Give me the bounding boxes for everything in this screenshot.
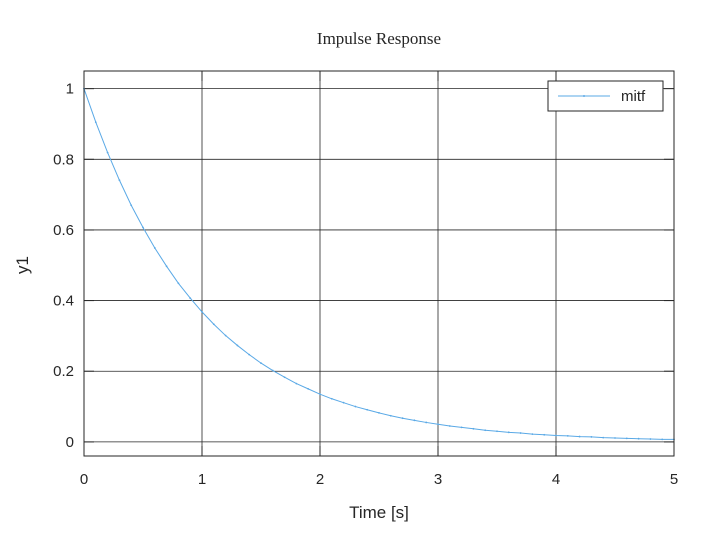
data-point <box>472 427 475 430</box>
data-point <box>437 423 439 426</box>
x-axis-label: Time [s] <box>349 503 409 522</box>
y-axis-label: y1 <box>13 256 32 274</box>
x-tick-label: 1 <box>198 471 206 488</box>
data-point <box>271 369 274 372</box>
legend-series-label: mitf <box>621 88 646 105</box>
data-point <box>283 376 286 379</box>
data-point <box>602 436 605 439</box>
data-point <box>378 412 380 414</box>
data-point <box>566 434 569 437</box>
data-point <box>543 433 546 436</box>
data-point <box>94 121 97 124</box>
data-point <box>319 393 321 396</box>
y-tick-label: 0.2 <box>53 363 74 380</box>
data-point <box>165 265 168 268</box>
data-point <box>106 151 109 154</box>
x-tick-label: 2 <box>316 471 324 488</box>
x-tick-label: 0 <box>80 471 88 488</box>
x-tick-labels: 0 1 2 3 4 5 <box>80 471 678 488</box>
data-point <box>425 421 428 424</box>
data-point <box>118 179 121 182</box>
data-point <box>130 204 133 207</box>
data-point <box>555 434 557 437</box>
plot-area <box>84 71 674 456</box>
y-tick-label: 0.4 <box>53 293 74 310</box>
data-point <box>142 226 144 229</box>
data-point <box>224 334 227 337</box>
data-point <box>578 435 581 438</box>
y-tick-label: 0 <box>66 434 74 451</box>
legend: mitf <box>547 80 664 112</box>
series-layer <box>83 87 675 441</box>
axis-ticks <box>83 71 675 456</box>
data-point <box>519 432 522 434</box>
data-point <box>330 397 333 400</box>
data-point <box>637 437 640 440</box>
plot-frame <box>83 70 675 457</box>
data-point <box>507 431 510 434</box>
y-tick-label: 0.8 <box>53 151 74 168</box>
data-point <box>354 405 357 408</box>
y-tick-label: 1 <box>66 81 74 98</box>
data-point <box>649 438 652 440</box>
legend-marker <box>583 95 585 97</box>
data-point <box>625 437 628 440</box>
data-point <box>295 382 298 385</box>
data-point <box>460 426 463 429</box>
x-tick-label: 4 <box>552 471 560 488</box>
data-point <box>448 425 451 427</box>
y-tick-labels: 0 0.2 0.4 0.6 0.8 1 <box>53 81 74 451</box>
data-point <box>531 433 534 436</box>
data-point <box>189 297 192 300</box>
data-point <box>661 438 664 441</box>
grid-lines <box>83 71 675 456</box>
y-tick-label: 0.6 <box>53 222 74 239</box>
x-tick-label: 5 <box>670 471 678 488</box>
data-point <box>484 429 487 432</box>
data-point <box>307 387 310 390</box>
data-point <box>153 247 156 249</box>
data-point <box>590 436 593 438</box>
data-point <box>366 408 369 411</box>
data-point <box>201 310 203 313</box>
data-point <box>236 344 239 347</box>
data-point <box>413 419 416 422</box>
data-point <box>260 362 262 365</box>
x-tick-label: 3 <box>434 471 442 488</box>
data-point <box>401 417 404 420</box>
chart-title: Impulse Response <box>317 29 441 48</box>
data-point <box>389 414 392 417</box>
data-point <box>212 323 215 326</box>
data-point <box>342 401 345 404</box>
data-point <box>248 353 251 356</box>
data-point <box>177 282 180 285</box>
data-point <box>614 437 616 439</box>
data-point <box>496 430 498 433</box>
